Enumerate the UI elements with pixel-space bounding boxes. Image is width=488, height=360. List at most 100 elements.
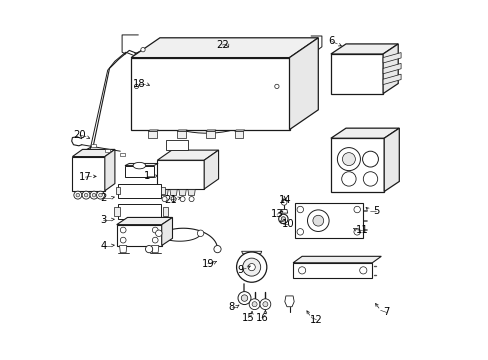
Text: 2: 2 bbox=[100, 193, 106, 203]
Circle shape bbox=[155, 230, 162, 237]
Polygon shape bbox=[234, 130, 244, 131]
Polygon shape bbox=[162, 217, 172, 246]
Polygon shape bbox=[161, 190, 168, 195]
Polygon shape bbox=[382, 53, 400, 63]
Polygon shape bbox=[170, 190, 177, 195]
Polygon shape bbox=[382, 63, 400, 74]
Polygon shape bbox=[117, 225, 162, 246]
Circle shape bbox=[99, 193, 102, 197]
Text: 4: 4 bbox=[100, 240, 106, 251]
Circle shape bbox=[197, 230, 203, 237]
Circle shape bbox=[363, 172, 377, 186]
Circle shape bbox=[171, 197, 176, 202]
Circle shape bbox=[82, 191, 90, 199]
Circle shape bbox=[242, 258, 260, 276]
Circle shape bbox=[281, 199, 286, 205]
Text: 22: 22 bbox=[215, 40, 228, 50]
Polygon shape bbox=[157, 160, 204, 189]
Polygon shape bbox=[131, 38, 318, 58]
Text: 19: 19 bbox=[201, 258, 214, 269]
Circle shape bbox=[238, 292, 250, 305]
Polygon shape bbox=[330, 138, 384, 192]
Polygon shape bbox=[157, 150, 218, 160]
Circle shape bbox=[251, 302, 257, 307]
Circle shape bbox=[241, 295, 247, 301]
Polygon shape bbox=[177, 130, 187, 131]
Circle shape bbox=[90, 191, 98, 199]
Circle shape bbox=[134, 84, 139, 89]
Polygon shape bbox=[382, 74, 400, 85]
Circle shape bbox=[353, 206, 360, 213]
Polygon shape bbox=[118, 204, 161, 219]
Polygon shape bbox=[205, 130, 216, 131]
Ellipse shape bbox=[133, 162, 145, 169]
Circle shape bbox=[189, 197, 194, 202]
Polygon shape bbox=[72, 149, 115, 157]
Text: 11: 11 bbox=[355, 225, 368, 235]
Bar bbox=[105, 149, 110, 152]
Circle shape bbox=[152, 237, 158, 243]
Circle shape bbox=[337, 148, 360, 171]
Polygon shape bbox=[72, 157, 104, 191]
Polygon shape bbox=[187, 190, 195, 195]
Circle shape bbox=[249, 299, 260, 310]
Polygon shape bbox=[163, 207, 168, 216]
Bar bbox=[120, 153, 124, 156]
Text: 16: 16 bbox=[255, 312, 267, 323]
Circle shape bbox=[362, 151, 378, 167]
Polygon shape bbox=[104, 149, 115, 191]
Circle shape bbox=[92, 193, 96, 197]
Polygon shape bbox=[179, 190, 186, 195]
Circle shape bbox=[74, 191, 81, 199]
Text: 7: 7 bbox=[383, 307, 389, 318]
Text: 6: 6 bbox=[328, 36, 334, 46]
Circle shape bbox=[274, 84, 279, 89]
Polygon shape bbox=[292, 263, 371, 278]
Polygon shape bbox=[280, 210, 287, 213]
Polygon shape bbox=[204, 150, 218, 189]
Circle shape bbox=[213, 246, 221, 253]
Polygon shape bbox=[330, 44, 397, 54]
Circle shape bbox=[96, 191, 104, 199]
Polygon shape bbox=[120, 246, 126, 253]
Circle shape bbox=[341, 172, 355, 186]
Circle shape bbox=[247, 264, 255, 271]
Text: 14: 14 bbox=[278, 195, 290, 205]
Polygon shape bbox=[330, 54, 382, 94]
Polygon shape bbox=[116, 187, 120, 194]
Text: 3: 3 bbox=[100, 215, 106, 225]
Polygon shape bbox=[292, 256, 381, 263]
Polygon shape bbox=[166, 140, 187, 150]
Circle shape bbox=[263, 302, 267, 307]
Circle shape bbox=[152, 227, 158, 233]
Text: 18: 18 bbox=[133, 78, 145, 89]
Bar bbox=[148, 131, 157, 138]
Circle shape bbox=[278, 214, 287, 224]
Polygon shape bbox=[148, 130, 158, 131]
Polygon shape bbox=[118, 184, 161, 198]
Bar bbox=[91, 144, 96, 147]
Polygon shape bbox=[294, 203, 362, 238]
Circle shape bbox=[353, 229, 360, 235]
Polygon shape bbox=[384, 128, 399, 192]
Polygon shape bbox=[125, 166, 153, 177]
Text: 5: 5 bbox=[372, 206, 378, 216]
Circle shape bbox=[84, 193, 88, 197]
Text: 8: 8 bbox=[228, 302, 235, 312]
Text: 15: 15 bbox=[241, 312, 254, 323]
Text: 20: 20 bbox=[73, 130, 86, 140]
Circle shape bbox=[180, 197, 185, 202]
Bar bbox=[205, 131, 214, 138]
Circle shape bbox=[76, 193, 80, 197]
Polygon shape bbox=[161, 187, 165, 194]
Polygon shape bbox=[117, 217, 172, 225]
Text: 21: 21 bbox=[164, 195, 177, 205]
Polygon shape bbox=[330, 128, 399, 138]
Text: 17: 17 bbox=[79, 172, 92, 182]
Polygon shape bbox=[131, 58, 289, 130]
Circle shape bbox=[359, 267, 366, 274]
Text: 10: 10 bbox=[281, 219, 293, 229]
Polygon shape bbox=[114, 207, 120, 216]
Polygon shape bbox=[241, 251, 261, 254]
Polygon shape bbox=[151, 246, 159, 253]
